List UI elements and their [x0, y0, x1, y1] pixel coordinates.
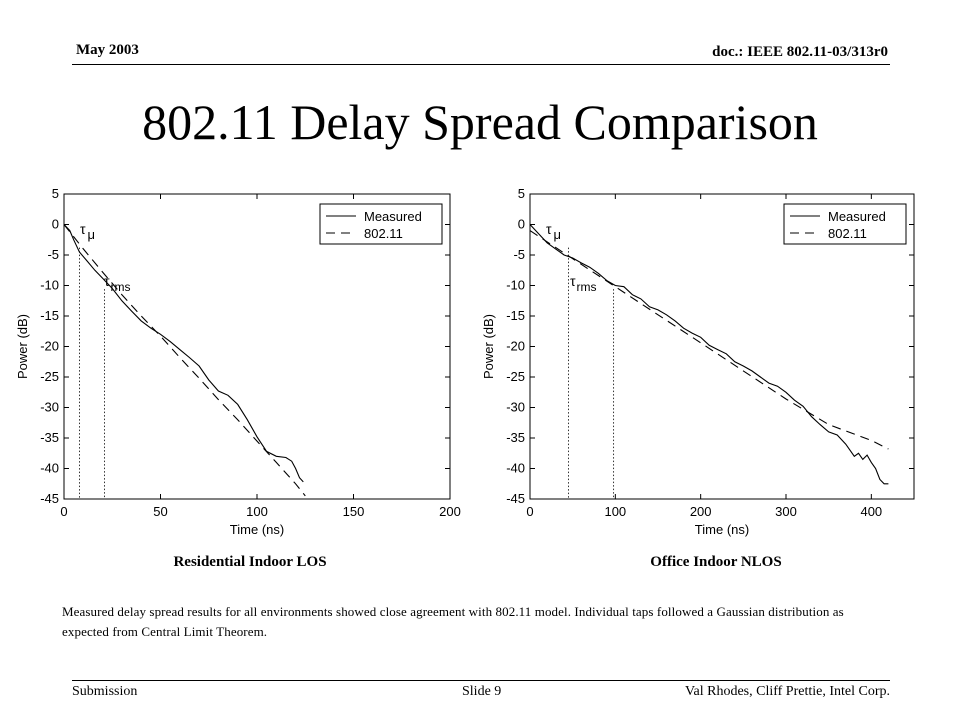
- y-tick-label: 0: [518, 217, 525, 232]
- plot-area: [529, 193, 915, 500]
- y-tick-label: -20: [506, 339, 525, 354]
- series-line-802-11: [529, 230, 889, 450]
- series-line-measured: [63, 224, 304, 483]
- x-tick-label: 100: [604, 504, 626, 519]
- legend-entry: 802.11: [364, 226, 403, 241]
- x-tick-label: 300: [775, 504, 797, 519]
- x-tick-label: 0: [526, 504, 533, 519]
- y-tick-label: -10: [506, 278, 525, 293]
- header-doc-id: doc.: IEEE 802.11-03/313r0: [712, 44, 888, 60]
- x-tick-label: 200: [690, 504, 712, 519]
- slide-title: 802.11 Delay Spread Comparison: [142, 94, 818, 150]
- y-tick-label: -25: [506, 369, 525, 384]
- header-date: May 2003: [76, 42, 139, 58]
- y-tick-label: -25: [40, 369, 59, 384]
- y-tick-label: -15: [40, 308, 59, 323]
- x-tick-label: 100: [246, 504, 268, 519]
- footer-slide-number: Slide 9: [462, 684, 502, 699]
- y-tick-label: 5: [52, 186, 59, 201]
- series-line-measured: [529, 224, 889, 485]
- caption-residential-indoor-los: Residential Indoor LOS: [173, 554, 327, 570]
- footer-authors: Val Rhodes, Cliff Prettie, Intel Corp.: [684, 684, 890, 699]
- y-tick-label: -5: [513, 247, 525, 262]
- y-tick-label: -35: [506, 430, 525, 445]
- chart-office-indoor-nlos: 0 100 200 300 400 5 0 -5 -10 -15 -20 -25 -30 -35 -40 -4…: [481, 186, 915, 537]
- chart-residential-indoor-los: 0 50 100 150 20050-5-10-15-20-25-30-35-40-45…: [15, 186, 461, 537]
- y-tick-label: -20: [40, 339, 59, 354]
- legend-box: [319, 203, 443, 245]
- legend-entry: Measured: [364, 209, 422, 224]
- x-tick-label: 150: [343, 504, 365, 519]
- y-tick-label: -10: [40, 278, 59, 293]
- x-axis-label: Time (ns): [230, 522, 284, 537]
- y-tick-label: -15: [506, 308, 525, 323]
- x-tick-label: 0: [60, 504, 67, 519]
- legend-entry: Measured: [828, 209, 886, 224]
- y-tick-label: -30: [40, 400, 59, 415]
- plot-area: [63, 193, 451, 500]
- header-rule: [72, 64, 890, 65]
- caption-office-indoor-nlos: Office Indoor NLOS: [650, 554, 782, 570]
- y-tick-label: -5: [47, 247, 59, 262]
- y-tick-label: -40: [506, 461, 525, 476]
- x-axis-label: Time (ns): [695, 522, 749, 537]
- footer-submission: Submission: [72, 684, 138, 699]
- x-tick-label: 200: [439, 504, 461, 519]
- y-tick-label: -45: [40, 491, 59, 506]
- footer-rule: [72, 680, 890, 681]
- y-tick-label: 0: [52, 217, 59, 232]
- tau-rms-label: τrms: [570, 273, 597, 294]
- summary-note: Measured delay spread results for all en…: [62, 604, 844, 639]
- y-tick-label: 5: [518, 186, 525, 201]
- y-tick-label: -35: [40, 430, 59, 445]
- y-axis-label: Power (dB): [481, 314, 496, 379]
- x-tick-label: 400: [860, 504, 882, 519]
- legend-box: [783, 203, 907, 245]
- x-tick-label: 50: [153, 504, 167, 519]
- series-line-802-11: [63, 224, 306, 497]
- y-tick-label: -30: [506, 400, 525, 415]
- y-axis-label: Power (dB): [15, 314, 30, 379]
- tau-rms-label: τrms: [104, 273, 131, 294]
- y-tick-label: -40: [40, 461, 59, 476]
- legend-entry: 802.11: [828, 226, 867, 241]
- y-tick-label: -45: [506, 491, 525, 506]
